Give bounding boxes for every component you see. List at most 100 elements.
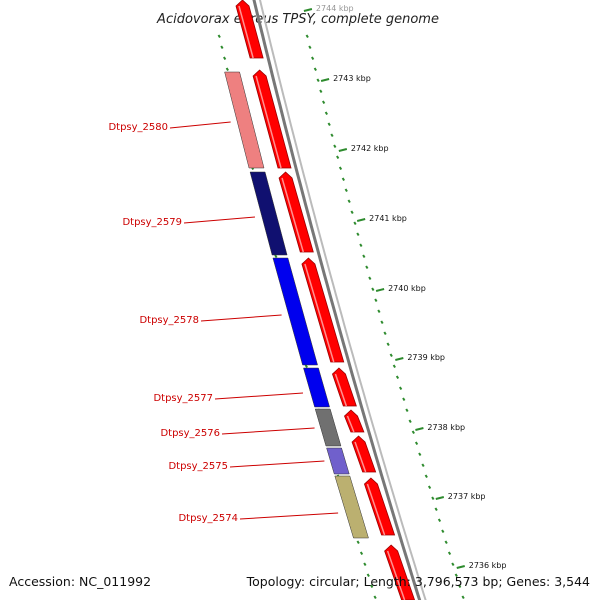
minor-tick	[451, 562, 455, 567]
gene-label: Dtpsy_2576	[160, 428, 220, 439]
minor-tick	[454, 573, 458, 578]
forward-arrow	[235, 0, 264, 59]
minor-tick	[359, 551, 364, 556]
forward-arrow	[384, 544, 416, 600]
minor-tick	[305, 34, 309, 39]
minor-tick	[363, 562, 367, 567]
minor-tick	[431, 496, 435, 501]
minor-tick	[324, 111, 328, 116]
forward-arrow-highlight	[354, 441, 367, 473]
minor-tick	[437, 518, 442, 523]
kbp-label: 2739 kbp	[407, 353, 445, 362]
minor-tick	[418, 452, 422, 457]
forward-arrow	[252, 69, 292, 169]
minor-tick	[414, 441, 419, 446]
minor-tick	[405, 408, 409, 413]
minor-tick	[319, 89, 323, 94]
minor-tick	[399, 386, 403, 391]
gene-label: Dtpsy_2580	[108, 122, 168, 133]
forward-arrow-highlight	[255, 75, 282, 169]
minor-tick	[365, 265, 369, 270]
minor-tick	[383, 331, 387, 336]
minor-tick	[225, 67, 229, 72]
forward-arrow	[363, 477, 396, 536]
minor-tick	[336, 155, 340, 160]
forward-strand-features	[235, 0, 416, 600]
forward-arrow	[278, 171, 314, 253]
minor-tick	[217, 34, 221, 39]
kbp-label: 2737 kbp	[448, 492, 486, 501]
minor-tick	[356, 540, 360, 545]
backbone-line	[252, 0, 422, 600]
minor-tick	[308, 45, 312, 50]
minor-tick	[441, 529, 445, 534]
minor-tick	[373, 595, 377, 600]
kbp-label: 2740 kbp	[388, 284, 426, 293]
minor-tick	[223, 56, 227, 61]
kbp-label: 2743 kbp	[333, 74, 371, 83]
gene-block	[314, 408, 342, 447]
gene-label: Dtpsy_2577	[153, 393, 213, 404]
forward-arrow-highlight	[281, 177, 305, 253]
minor-tick	[341, 177, 345, 182]
gene-block	[326, 447, 350, 475]
minor-tick	[380, 320, 384, 325]
major-tick	[303, 8, 313, 12]
accession-text: Accession: NC_011992	[9, 574, 151, 589]
gene-block	[334, 475, 369, 539]
gene-label: Dtpsy_2575	[168, 461, 228, 472]
minor-tick	[444, 540, 448, 545]
gene-label-leader	[214, 392, 304, 400]
major-tick	[395, 357, 404, 361]
gene-label-leader	[239, 512, 339, 520]
minor-tick	[347, 199, 351, 204]
minor-tick	[386, 342, 390, 347]
gene-label: Dtpsy_2578	[139, 315, 199, 326]
gene-block	[249, 171, 288, 256]
minor-tick	[434, 507, 438, 512]
map-title: Acidovorax ebreus TPSY, complete genome	[156, 12, 439, 27]
minor-tick	[313, 67, 317, 72]
backbone-line-shadow	[258, 0, 427, 600]
major-tick	[456, 565, 465, 569]
gene-label-leader	[183, 216, 256, 224]
minor-tick	[220, 45, 224, 50]
topology-text: Topology: circular; Length: 3,796,573 bp…	[246, 574, 590, 589]
kbp-label: 2741 kbp	[369, 214, 407, 223]
minor-tick	[408, 419, 412, 424]
minor-tick	[321, 100, 326, 105]
forward-arrow-highlight	[386, 550, 406, 600]
gene-block	[303, 367, 330, 408]
minor-tick	[377, 309, 381, 314]
major-tick	[375, 288, 385, 292]
minor-tick	[389, 353, 393, 358]
minor-tick	[395, 375, 400, 380]
gene-label-leader	[200, 314, 282, 322]
minor-tick	[356, 232, 360, 237]
minor-tick	[330, 133, 334, 138]
kbp-label: 2742 kbp	[351, 144, 389, 153]
forward-arrow	[351, 435, 377, 473]
minor-tick	[458, 584, 462, 589]
gene-features	[224, 71, 369, 539]
kbp-label: 2744 kbp	[316, 4, 354, 13]
minor-tick	[344, 188, 348, 193]
minor-tick	[362, 254, 366, 259]
gene-block	[272, 257, 318, 366]
minor-tick	[427, 485, 432, 490]
gene-label: Dtpsy_2579	[122, 217, 182, 228]
forward-arrow-highlight	[334, 373, 348, 407]
kbp-label: 2738 kbp	[427, 423, 465, 432]
forward-arrow	[301, 257, 345, 363]
gene-block	[224, 71, 265, 169]
minor-tick	[316, 78, 320, 83]
minor-tick	[353, 221, 357, 226]
gene-label-leader	[229, 460, 325, 468]
minor-tick	[368, 276, 372, 281]
minor-tick	[350, 210, 354, 215]
major-tick	[356, 218, 366, 222]
gene-label-leader	[221, 427, 315, 435]
forward-arrow-highlight	[304, 263, 335, 363]
major-tick	[320, 78, 330, 82]
minor-tick	[338, 166, 343, 171]
